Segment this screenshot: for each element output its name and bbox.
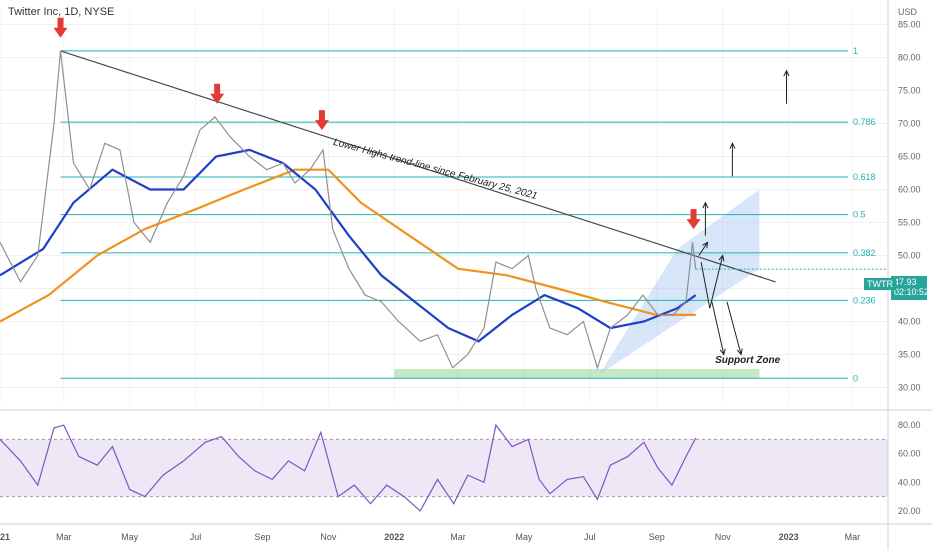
- price-tick-label: 80.00: [898, 53, 921, 63]
- projection-arrowhead: [718, 254, 725, 262]
- projection-arrowhead: [702, 201, 709, 209]
- time-tick-label: May: [121, 532, 139, 542]
- projection-arrow: [711, 301, 725, 355]
- red-arrow-marker: [53, 17, 68, 38]
- ticker-symbol: TWTR: [864, 278, 896, 290]
- projection-arrow: [700, 255, 724, 309]
- fib-level-label: 1: [853, 46, 858, 56]
- trendline: [60, 50, 776, 283]
- time-tick-label: Nov: [320, 532, 337, 542]
- projection-arrowhead: [719, 348, 726, 356]
- projection-arrowhead: [702, 241, 709, 249]
- price-tick-label: 85.00: [898, 20, 921, 30]
- time-tick-label: May: [515, 532, 533, 542]
- time-tick-label: 2023: [779, 532, 799, 542]
- time-tick-label: Sep: [255, 532, 271, 542]
- time-tick-label: Mar: [450, 532, 466, 542]
- price-tick-label: 65.00: [898, 152, 921, 162]
- fib-level-label: 0.618: [853, 172, 876, 182]
- projection-arrow: [698, 242, 709, 256]
- price-tick-label: 55.00: [898, 218, 921, 228]
- time-tick-label: Mar: [845, 532, 861, 542]
- price-tick-label: 50.00: [898, 251, 921, 261]
- time-tick-label: 2022: [384, 532, 404, 542]
- projection-arrowhead: [729, 142, 736, 149]
- time-tick-label: Jul: [584, 532, 596, 542]
- currency-label: USD: [898, 7, 918, 17]
- ticker-countdown: 02:10:52: [894, 287, 930, 297]
- support-zone: [394, 369, 760, 379]
- time-tick-label: Mar: [56, 532, 72, 542]
- rsi-panel: [0, 423, 888, 512]
- red-arrow-marker: [314, 110, 329, 131]
- time-tick-label: Sep: [649, 532, 665, 542]
- fib-level-label: 0.236: [853, 295, 876, 305]
- price-tick-label: 60.00: [898, 185, 921, 195]
- main-grid: [0, 8, 888, 404]
- rsi-tick-label: 60.00: [898, 449, 921, 459]
- time-tick-label: Nov: [715, 532, 732, 542]
- price-tick-label: 75.00: [898, 86, 921, 96]
- red-arrow-marker: [210, 83, 225, 104]
- price-tick-label: 70.00: [898, 119, 921, 129]
- fib-level-label: 0.786: [853, 117, 876, 127]
- ticker-price: 47.93: [894, 277, 917, 287]
- fib-level-label: 0.382: [853, 248, 876, 258]
- price-channel: [599, 189, 760, 375]
- support-zone-label: Support Zone: [715, 355, 780, 366]
- fib-level-label: 0.5: [853, 210, 866, 220]
- projection-arrow: [726, 301, 742, 355]
- red-arrow-marker: [686, 209, 701, 230]
- rsi-tick-label: 80.00: [898, 420, 921, 430]
- price-tick-label: 30.00: [898, 383, 921, 393]
- rsi-tick-label: 20.00: [898, 506, 921, 516]
- ma-blue-line: [0, 148, 697, 343]
- projection-arrowhead: [736, 348, 743, 356]
- rsi-band: [0, 439, 888, 497]
- rsi-tick-label: 40.00: [898, 477, 921, 487]
- chart-title: Twitter Inc, 1D, NYSE: [8, 6, 115, 18]
- time-tick-label: 2021: [0, 532, 10, 542]
- price-panel: Support Zone 1 0.786 0.618 0.5 0.382 0.236 0 Low…: [0, 17, 888, 383]
- price-line: [0, 50, 697, 370]
- ticker-price-box: 47.93 02:10:52: [891, 276, 930, 300]
- price-tick-label: 40.00: [898, 317, 921, 327]
- trendline-label: Lower Highs trend-line since February 25…: [332, 137, 538, 202]
- rsi-line: [0, 423, 697, 512]
- projection-arrowhead: [783, 69, 790, 77]
- price-tick-label: 35.00: [898, 350, 921, 360]
- time-tick-label: Jul: [190, 532, 202, 542]
- ma-orange-line: [0, 168, 696, 323]
- fib-level-label: 0: [853, 373, 858, 383]
